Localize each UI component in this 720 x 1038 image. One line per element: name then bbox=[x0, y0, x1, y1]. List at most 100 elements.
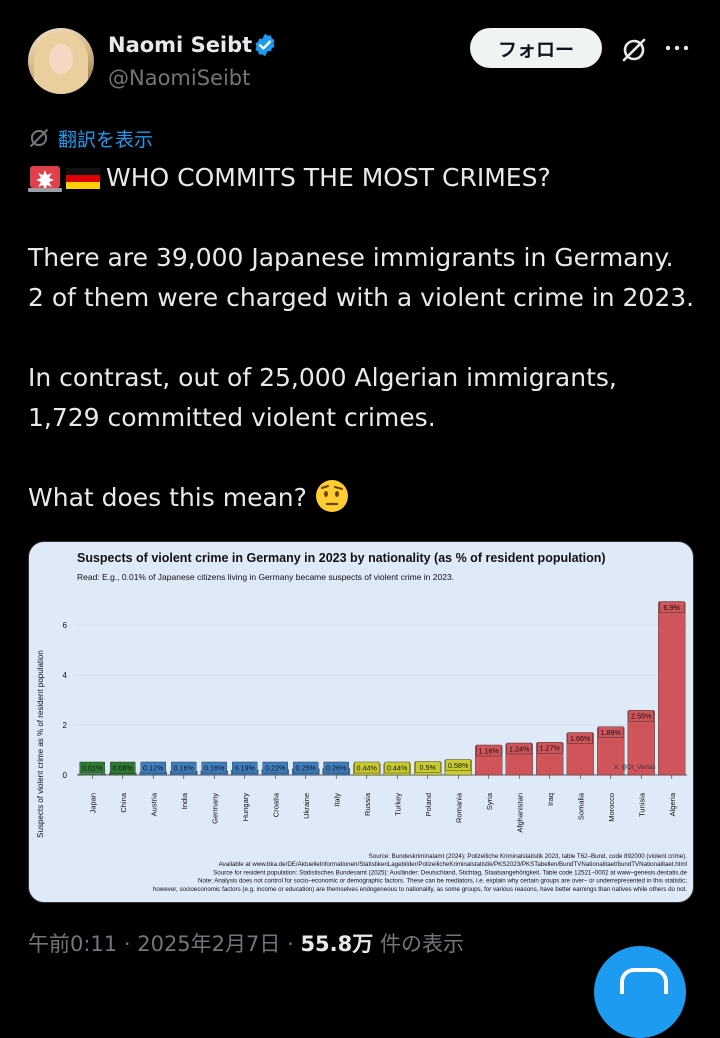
follow-button[interactable]: フォロー bbox=[470, 28, 602, 68]
view-suffix: 件の表示 bbox=[379, 932, 464, 956]
chart-title: Suspects of violent crime in Germany in … bbox=[77, 551, 606, 565]
data-label: 0.5% bbox=[420, 763, 437, 772]
data-label-box bbox=[628, 710, 654, 722]
x-tick-label: Morocco bbox=[607, 793, 616, 822]
data-label-box bbox=[293, 761, 319, 774]
data-label: 1.89% bbox=[601, 728, 622, 737]
data-label-box bbox=[201, 761, 227, 774]
meta-separator: · bbox=[123, 932, 138, 956]
bar bbox=[78, 773, 106, 776]
data-label: 0.26% bbox=[326, 763, 347, 772]
data-label-box bbox=[476, 744, 502, 757]
x-tick-label: Croatia bbox=[271, 792, 280, 817]
meta-separator: · bbox=[287, 932, 301, 956]
x-tick-label: Poland bbox=[424, 793, 433, 816]
verified-badge-icon bbox=[255, 33, 275, 57]
data-label: 0.44% bbox=[357, 763, 378, 772]
data-label-box bbox=[384, 761, 410, 774]
thinking-face-icon bbox=[315, 480, 348, 512]
data-label-box bbox=[354, 761, 380, 774]
x-tick-label: Iraq bbox=[546, 793, 555, 806]
chart-subtitle: Read: E.g., 0.01% of Japanese citizens l… bbox=[77, 572, 454, 582]
data-label: 0.58% bbox=[448, 761, 469, 770]
x-tick-label: Italy bbox=[332, 793, 341, 807]
data-label-box bbox=[567, 732, 593, 744]
compose-button[interactable] bbox=[594, 946, 686, 1038]
data-label-box bbox=[506, 742, 532, 755]
data-label-box bbox=[110, 761, 136, 774]
bar bbox=[109, 772, 137, 776]
x-tick-label: Somalia bbox=[576, 792, 585, 820]
data-label: 1.24% bbox=[509, 744, 530, 753]
bar-chart: Suspects of violent crime in Germany in … bbox=[36, 551, 688, 893]
compose-icon bbox=[620, 968, 668, 994]
translate-icon bbox=[30, 129, 48, 147]
data-label: 1.16% bbox=[479, 746, 500, 755]
data-label-box bbox=[537, 742, 563, 754]
tweet-headline: WHO COMMITS THE MOST CRIMES? bbox=[106, 163, 551, 192]
x-tick-label: Algeria bbox=[668, 792, 677, 816]
data-label-box bbox=[415, 761, 441, 773]
data-label-box bbox=[445, 759, 471, 771]
tweet-paragraph-2: In contrast, out of 25,000 Algerian immi… bbox=[28, 363, 617, 432]
grok-icon[interactable] bbox=[620, 36, 648, 64]
data-label: 0.44% bbox=[387, 763, 408, 772]
data-label-box bbox=[140, 761, 166, 774]
data-label: 6.9% bbox=[664, 603, 681, 612]
bar bbox=[658, 602, 686, 776]
data-label: 0.08% bbox=[113, 763, 134, 772]
tweet-header: Naomi Seibt @NaomiSeibt フォロー bbox=[28, 28, 692, 98]
x-tick-label: Tunisia bbox=[637, 792, 646, 817]
data-label-box bbox=[598, 726, 624, 738]
data-label-box bbox=[232, 761, 258, 774]
y-tick-label: 0 bbox=[63, 771, 68, 780]
data-label-box bbox=[659, 601, 685, 613]
data-label: 2.55% bbox=[631, 712, 652, 721]
x-tick-label: Russia bbox=[363, 792, 372, 816]
tweet-date[interactable]: 2025年2月7日 bbox=[137, 932, 281, 956]
chart-ylabel: Suspects of violent crime as % of reside… bbox=[36, 650, 45, 838]
x-tick-label: China bbox=[119, 792, 128, 812]
x-tick-label: Romania bbox=[454, 792, 463, 823]
bar bbox=[627, 711, 655, 776]
chart-note: Note: Analysis does not control for soci… bbox=[198, 878, 687, 885]
data-label: 0.12% bbox=[143, 763, 164, 772]
chart-note: Source: Bundeskriminalamt (2024): Polize… bbox=[369, 853, 688, 860]
author-name[interactable]: Naomi Seibt bbox=[108, 33, 253, 57]
data-label: 1.27% bbox=[540, 744, 561, 753]
data-label: 0.25% bbox=[296, 763, 317, 772]
tweet-paragraph-1: There are 39,000 Japanese immigrants in … bbox=[28, 243, 695, 312]
data-label: 0.19% bbox=[235, 763, 256, 772]
x-tick-label: Turkey bbox=[393, 793, 402, 816]
x-tick-label: Hungary bbox=[241, 793, 250, 822]
translate-link[interactable]: 翻訳を表示 bbox=[28, 124, 153, 152]
x-tick-label: Germany bbox=[210, 793, 219, 824]
translate-label: 翻訳を表示 bbox=[58, 128, 154, 151]
data-label-box bbox=[323, 761, 349, 774]
data-label: 0.22% bbox=[265, 763, 286, 772]
x-tick-label: Austria bbox=[149, 792, 158, 816]
x-tick-label: Afghanistan bbox=[515, 793, 524, 833]
tweet-meta: 午前0:11 · 2025年2月7日 · 55.8万 件の表示 bbox=[28, 928, 464, 958]
author-handle[interactable]: @NaomiSeibt bbox=[108, 66, 251, 90]
tweet-text: WHO COMMITS THE MOST CRIMES? There are 3… bbox=[28, 158, 696, 518]
data-label-box bbox=[262, 761, 288, 774]
chart-note: however, socioeconomic factors (e.g. inc… bbox=[153, 886, 687, 893]
x-tick-label: Japan bbox=[88, 793, 97, 813]
chart-note: Available at www.bka.de/DE/AktuelleInfor… bbox=[219, 861, 687, 868]
chart-image[interactable]: Suspects of violent crime in Germany in … bbox=[28, 541, 694, 903]
y-tick-label: 4 bbox=[63, 671, 68, 680]
y-tick-label: 2 bbox=[63, 721, 68, 730]
avatar[interactable] bbox=[28, 28, 94, 94]
tweet-time[interactable]: 午前0:11 bbox=[28, 932, 118, 956]
tweet-headline-line: WHO COMMITS THE MOST CRIMES? bbox=[28, 158, 696, 198]
data-label-box bbox=[171, 761, 197, 774]
chart-watermark: X: @Dr_Veritas bbox=[614, 765, 655, 771]
data-label: 0.16% bbox=[204, 763, 225, 772]
chart-note: Source for resident population: Statisti… bbox=[213, 869, 687, 876]
x-tick-label: Ukraine bbox=[302, 793, 311, 819]
siren-flag-icon bbox=[28, 166, 100, 192]
tweet-paragraph-3: What does this mean? bbox=[28, 483, 307, 512]
data-label-box bbox=[79, 761, 105, 774]
more-icon[interactable] bbox=[663, 36, 691, 60]
